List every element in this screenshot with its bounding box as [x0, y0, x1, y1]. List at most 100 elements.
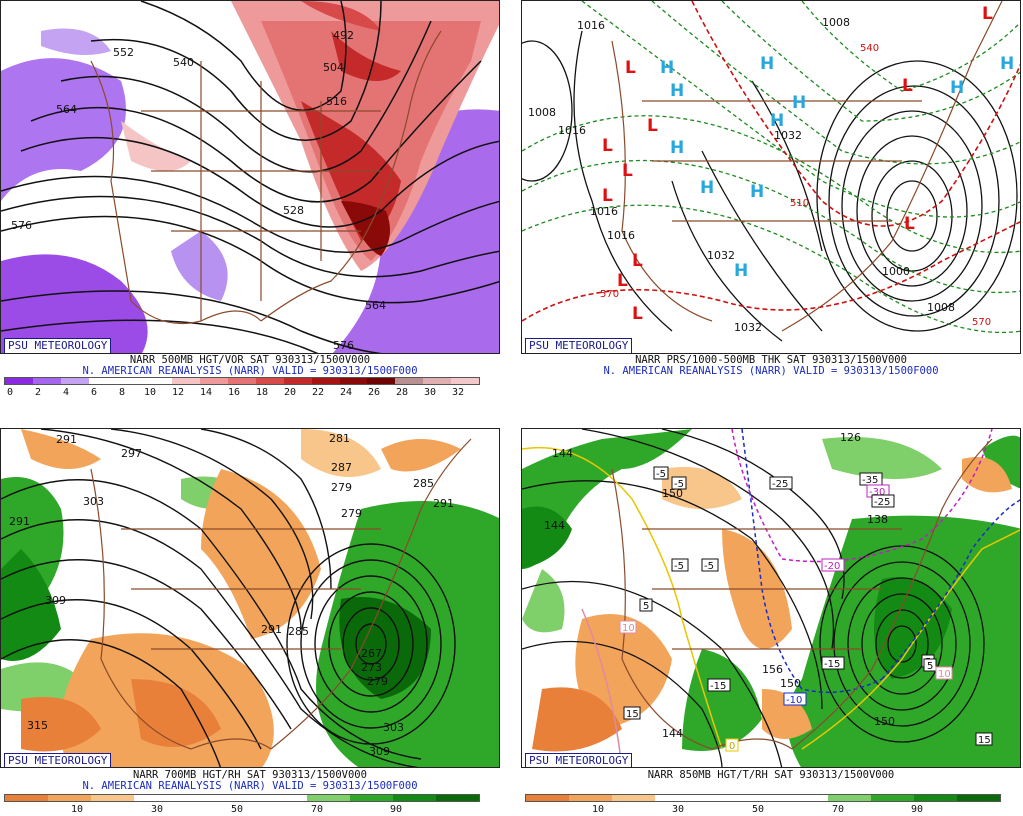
- rh-colorbar-ticks: 10 30 50 70 90: [0, 804, 500, 816]
- contour-label: 281: [329, 432, 350, 445]
- high-center-symbol: H: [670, 81, 684, 101]
- tick-label: 50: [230, 804, 244, 815]
- high-symbols: H H H H H H H H H H H: [660, 54, 1014, 281]
- panel-700mb-humidity: 291 297 303 291 309 281 287 279 279 285 …: [0, 428, 500, 816]
- tick-label: 10: [143, 387, 157, 398]
- panel-pressure-thickness: 1016 1008 1016 1032 1016 1016 1032 1032 …: [521, 0, 1021, 400]
- tick-label: 8: [118, 387, 126, 398]
- temp-box: 0: [725, 738, 739, 752]
- svg-text:10: 10: [622, 623, 635, 634]
- contour-label: 126: [840, 431, 861, 444]
- tick-label: 10: [70, 804, 84, 815]
- panel-title-line2: N. AMERICAN REANALYSIS (NARR) VALID = 93…: [82, 365, 418, 377]
- isobar-label: 1000: [882, 265, 910, 278]
- rh850-temperature-boxes: -5 -5 -25 -35 -30 -25 -20 5 10 -5 -5 5 -…: [619, 466, 993, 752]
- contour-label: 291: [9, 515, 30, 528]
- vorticity-colorbar: [4, 377, 480, 385]
- contour-label: 528: [283, 204, 304, 217]
- contour-label: 287: [331, 461, 352, 474]
- low-center-symbol: L: [904, 214, 915, 234]
- contour-label: 576: [11, 219, 32, 232]
- low-center-symbol: L: [602, 186, 613, 206]
- tick-label: 70: [310, 804, 324, 815]
- tick-label: 12: [171, 387, 185, 398]
- svg-text:-20: -20: [824, 561, 840, 572]
- tick-label: 32: [451, 387, 465, 398]
- contour-label: 297: [121, 447, 142, 460]
- svg-text:-15: -15: [710, 681, 726, 692]
- contour-label: 279: [331, 481, 352, 494]
- svg-text:10: 10: [938, 669, 951, 680]
- temp-box: 10: [935, 666, 953, 680]
- temp-box: -20: [821, 558, 845, 572]
- tick-label: 0: [6, 387, 14, 398]
- contour-label: 138: [867, 513, 888, 526]
- psu-meteorology-badge: PSU METEOROLOGY: [4, 753, 112, 767]
- low-center-symbol: L: [982, 4, 993, 24]
- vor-contour-labels: 552 540 564 492 504 516 528 576 576 564: [11, 29, 386, 352]
- vorticity-map: 552 540 564 492 504 516 528 576 576 564 …: [0, 0, 500, 354]
- low-center-symbol: L: [617, 271, 628, 291]
- temp-box: -25: [871, 494, 895, 508]
- temp-box: -5: [671, 558, 689, 572]
- temp-box: 5: [923, 658, 937, 672]
- thickness-label: 510: [790, 198, 809, 209]
- high-center-symbol: H: [760, 54, 774, 74]
- tick-label: 90: [910, 804, 924, 815]
- tick-label: 30: [150, 804, 164, 815]
- contour-label: 150: [780, 677, 801, 690]
- isobar-label: 1032: [707, 249, 735, 262]
- temp-box: 15: [975, 732, 993, 746]
- temp-box: -10: [783, 692, 807, 706]
- tick-label: 30: [423, 387, 437, 398]
- high-center-symbol: H: [734, 261, 748, 281]
- low-center-symbol: L: [602, 136, 613, 156]
- contour-label: 492: [333, 29, 354, 42]
- isobar-label: 1016: [558, 124, 586, 137]
- contour-label: 504: [323, 61, 344, 74]
- contour-label: 564: [365, 299, 386, 312]
- svg-text:-30: -30: [869, 487, 885, 498]
- temp-box: -35: [859, 472, 883, 486]
- svg-text:5: 5: [643, 601, 649, 612]
- isobar-label: 1016: [577, 19, 605, 32]
- high-center-symbol: H: [792, 93, 806, 113]
- rh850-height-labels: 126 144 150 138 144 156 150 150 144: [544, 431, 895, 740]
- vorticity-map-graphic: 552 540 564 492 504 516 528 576 576 564: [1, 1, 499, 353]
- tick-label: 18: [255, 387, 269, 398]
- rh-colorbar: [4, 794, 480, 802]
- tick-label: 90: [389, 804, 403, 815]
- svg-text:-15: -15: [824, 659, 840, 670]
- isobar-labels: 1016 1008 1016 1032 1016 1016 1032 1032 …: [528, 16, 955, 334]
- panel-title-line1: NARR 700MB HGT/RH SAT 930313/1500V000: [133, 769, 367, 781]
- contour-label: 285: [413, 477, 434, 490]
- low-symbols: L L L L L L L L L L L: [602, 4, 993, 324]
- tick-label: 50: [751, 804, 765, 815]
- temp-box: -15: [821, 656, 845, 670]
- contour-label: 315: [27, 719, 48, 732]
- rh700-map: 291 297 303 291 309 281 287 279 279 285 …: [0, 428, 500, 768]
- svg-text:-5: -5: [674, 479, 684, 490]
- contour-label: 273: [361, 661, 382, 674]
- high-center-symbol: H: [1000, 54, 1014, 74]
- rh-colorbar: [525, 794, 1001, 802]
- tick-label: 6: [90, 387, 98, 398]
- tick-label: 10: [591, 804, 605, 815]
- contour-label: 144: [662, 727, 683, 740]
- contour-label: 303: [83, 495, 104, 508]
- contour-label: 516: [326, 95, 347, 108]
- contour-label: 267: [361, 647, 382, 660]
- temp-box: 5: [639, 598, 653, 612]
- svg-text:-5: -5: [704, 561, 714, 572]
- thickness-label: 570: [972, 317, 991, 328]
- psu-meteorology-badge: PSU METEOROLOGY: [4, 338, 112, 353]
- high-center-symbol: H: [700, 178, 714, 198]
- rh700-contour-labels: 291 297 303 291 309 281 287 279 279 285 …: [9, 432, 454, 758]
- rh-colorbar-ticks: 10 30 50 70 90: [521, 804, 1021, 816]
- low-center-symbol: L: [902, 76, 913, 96]
- pressure-map-graphic: 1016 1008 1016 1032 1016 1016 1032 1032 …: [522, 1, 1020, 342]
- panel-title-line1: NARR 500MB HGT/VOR SAT 930313/1500V000: [129, 354, 371, 366]
- thickness-label: 570: [600, 289, 619, 300]
- tick-label: 20: [283, 387, 297, 398]
- panel-850mb-temp-humidity: 126 144 150 138 144 156 150 150 144 -5 -…: [521, 428, 1021, 816]
